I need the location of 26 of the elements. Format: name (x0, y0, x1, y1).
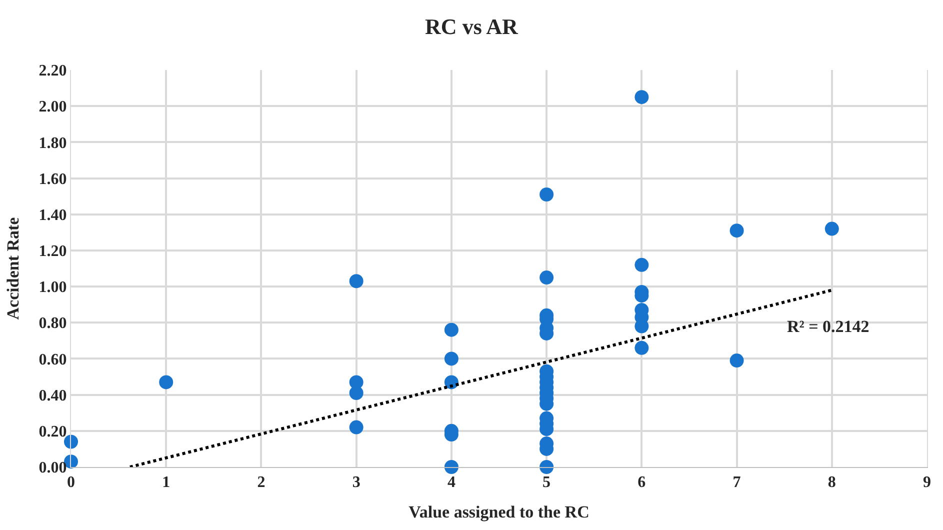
x-tick-label: 5 (542, 474, 551, 492)
x-tick-label: 2 (257, 474, 266, 492)
y-tick-label: 1.80 (38, 134, 67, 152)
chart-title: RC vs AR (425, 14, 520, 39)
y-axis-title: Accident Rate (3, 216, 22, 320)
y-tick-label: 0.40 (38, 387, 67, 404)
y-tick-label: 0.80 (38, 315, 67, 332)
y-tick-label: 0.20 (38, 424, 67, 441)
y-tick-label: 2.20 (38, 62, 67, 80)
x-axis-title: Value assigned to the RC (408, 502, 590, 522)
y-tick-label: 1.00 (38, 279, 67, 296)
y-tick-label: 1.40 (38, 206, 67, 224)
x-tick-label: 0 (67, 474, 75, 492)
y-tick-label: 2.00 (38, 98, 67, 116)
x-tick-label: 6 (638, 474, 646, 492)
x-tick-label: 3 (352, 474, 360, 492)
annotation: R² = 0.2142 (787, 317, 870, 336)
x-tick-label: 9 (923, 474, 931, 492)
y-tick-label: 0.00 (38, 460, 67, 477)
y-tick-label: 0.60 (38, 351, 67, 368)
x-tick-label: 7 (732, 474, 741, 492)
x-tick-label: 4 (447, 474, 456, 492)
y-tick-label: 1.20 (38, 243, 67, 260)
y-tick-label: 1.60 (38, 170, 67, 188)
x-tick-label: 1 (162, 474, 170, 492)
x-tick-label: 8 (828, 474, 836, 492)
